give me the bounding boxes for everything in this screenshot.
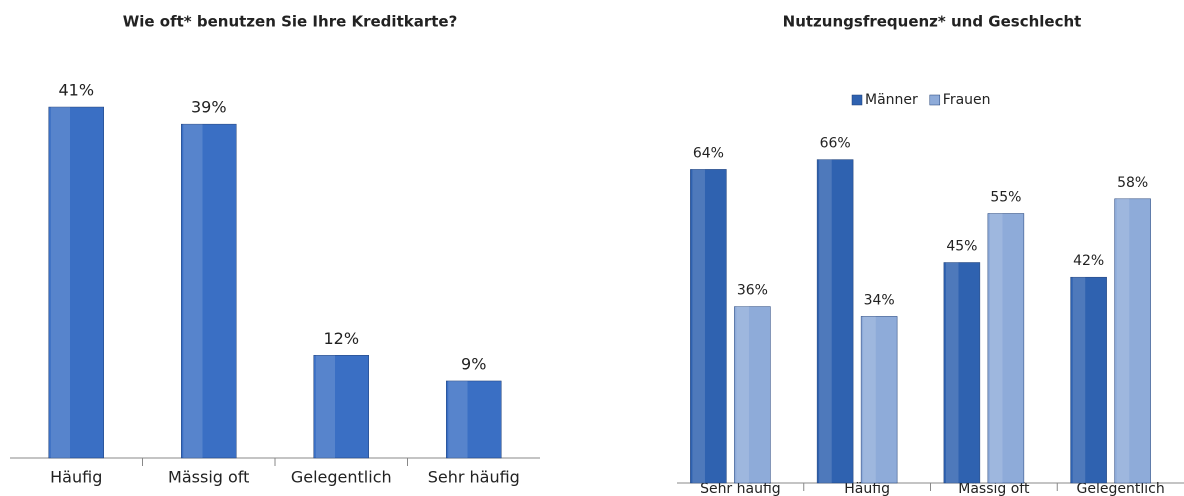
legend-swatch <box>851 94 863 106</box>
bar-highlight <box>448 380 468 458</box>
bar-highlight <box>819 159 832 483</box>
x-tick-label: Gelegentlich <box>1077 481 1165 496</box>
x-tick-label: Häufig <box>844 481 890 496</box>
bar <box>1114 198 1151 484</box>
bar-highlight <box>183 124 203 458</box>
bar <box>943 262 981 484</box>
legend-label: Frauen <box>943 92 991 108</box>
chart-title: Nutzungsfrequenz* und Geschlecht <box>783 13 1082 31</box>
bar-highlight <box>736 306 749 483</box>
bar <box>690 169 727 484</box>
bar-highlight <box>50 107 70 458</box>
x-tick-label: Mässig oft <box>958 481 1030 496</box>
value-label: 9% <box>461 354 486 373</box>
legend-label: Männer <box>865 92 918 108</box>
value-label: 41% <box>58 81 94 100</box>
x-tick-label: Häufig <box>50 468 102 487</box>
legend-swatch <box>929 94 941 106</box>
bar <box>1070 276 1107 484</box>
bar-highlight <box>863 316 876 483</box>
bar <box>816 159 854 484</box>
value-label: 58% <box>1117 175 1148 191</box>
value-label: 36% <box>737 283 768 299</box>
x-tick-label: Mässig oft <box>168 468 249 487</box>
value-label: 55% <box>990 190 1021 206</box>
bar <box>313 355 369 459</box>
bar-highlight <box>692 169 705 483</box>
value-label: 39% <box>191 98 227 117</box>
bar <box>181 123 237 459</box>
bar <box>860 316 898 484</box>
value-label: 34% <box>864 292 895 308</box>
x-tick-label: Sehr häufig <box>428 468 520 487</box>
value-label: 42% <box>1073 253 1104 269</box>
bar-highlight <box>989 213 1003 483</box>
value-label: 66% <box>820 136 851 152</box>
bar-highlight <box>945 262 959 483</box>
bar-highlight <box>1072 277 1086 483</box>
bar <box>734 306 771 484</box>
bar <box>446 380 502 459</box>
bar <box>987 213 1025 484</box>
bar-highlight <box>315 355 335 458</box>
value-label: 12% <box>323 329 359 348</box>
x-tick-label: Sehr häufig <box>700 481 781 496</box>
bar <box>48 106 104 459</box>
value-label: 45% <box>946 239 977 255</box>
chart-title: Wie oft* benutzen Sie Ihre Kreditkarte? <box>123 13 458 31</box>
value-label: 64% <box>693 145 724 161</box>
x-tick-label: Gelegentlich <box>291 468 392 487</box>
bar-highlight <box>1116 198 1130 484</box>
